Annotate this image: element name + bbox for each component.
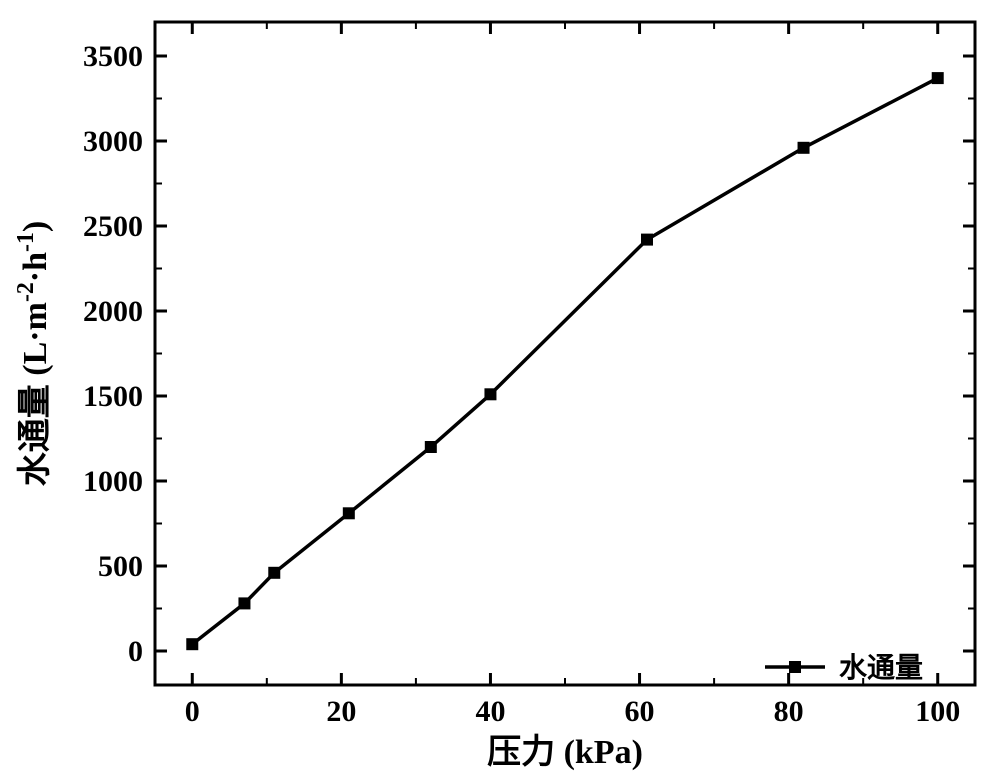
series-marker	[186, 638, 198, 650]
x-tick-label: 40	[475, 695, 505, 728]
x-tick-label: 20	[326, 695, 356, 728]
x-tick-label: 80	[774, 695, 804, 728]
y-tick-label: 3000	[83, 125, 143, 158]
y-axis-label: 水通量 (L·m-2·h-1)	[13, 221, 54, 486]
legend-marker	[789, 661, 801, 673]
x-tick-label: 0	[185, 695, 200, 728]
y-tick-label: 1500	[83, 380, 143, 413]
chart-container: 0204060801000500100015002000250030003500…	[0, 0, 1000, 783]
water-flux-chart: 0204060801000500100015002000250030003500…	[0, 0, 1000, 783]
series-line	[192, 78, 937, 644]
y-tick-label: 500	[98, 550, 143, 583]
y-tick-label: 2000	[83, 295, 143, 328]
x-tick-label: 100	[915, 695, 960, 728]
series-marker	[484, 388, 496, 400]
series-marker	[268, 567, 280, 579]
series-marker	[425, 441, 437, 453]
y-tick-label: 0	[128, 635, 143, 668]
y-tick-label: 2500	[83, 210, 143, 243]
y-tick-label: 1000	[83, 465, 143, 498]
x-tick-label: 60	[625, 695, 655, 728]
series-marker	[343, 507, 355, 519]
series-marker	[798, 142, 810, 154]
series-marker	[932, 72, 944, 84]
legend-label: 水通量	[839, 652, 923, 684]
x-axis-label: 压力 (kPa)	[487, 733, 643, 771]
series-marker	[238, 597, 250, 609]
series-marker	[641, 234, 653, 246]
y-tick-label: 3500	[83, 40, 143, 73]
